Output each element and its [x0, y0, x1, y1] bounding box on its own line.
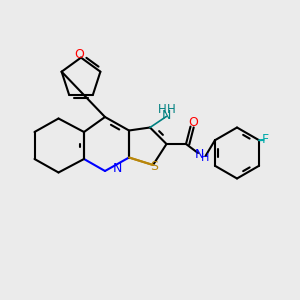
Text: S: S	[151, 160, 158, 173]
Text: O: O	[75, 48, 84, 61]
Text: O: O	[188, 116, 198, 130]
Text: H: H	[167, 103, 176, 116]
Text: H: H	[158, 103, 166, 116]
Text: F: F	[262, 133, 269, 146]
Text: N: N	[112, 162, 122, 176]
Text: H: H	[201, 153, 209, 164]
Text: N: N	[194, 148, 204, 161]
Text: N: N	[162, 109, 171, 122]
